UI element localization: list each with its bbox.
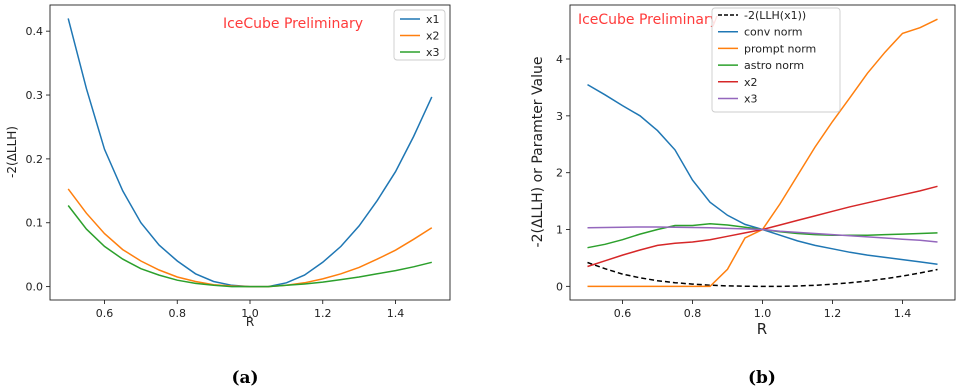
panel-b-chart: 0.6 0.8 1.0 1.2 1.4 0 1 2 3 4 R -2(ΔLLH) or Para… — [530, 4, 956, 388]
panel-a-y-ticks: 0.0 0.1 0.2 0.3 0.4 — [26, 25, 50, 294]
panel-a-x-tick-label: 0.8 — [169, 307, 187, 320]
panel-b-y-axis-label: -2(ΔLLH) or Paramter Value — [530, 57, 546, 248]
panel-a-y-tick-label: 0.1 — [26, 217, 44, 230]
panel-b-legend-label: conv norm — [744, 26, 803, 39]
panel-b-x-axis-label: R — [757, 320, 767, 338]
panel-b-x-tick-label: 0.6 — [614, 307, 632, 320]
panel-b-legend-label: astro norm — [744, 59, 804, 72]
panel-b-x-tick-label: 1.4 — [894, 307, 912, 320]
panel-a-legend-label: x2 — [426, 30, 440, 43]
panel-a-plot-frame — [49, 4, 451, 301]
panel-a-legend-label: x3 — [426, 46, 440, 59]
panel-b-legend-box — [711, 7, 841, 113]
panel-b-x-tick-label: 1.0 — [754, 307, 772, 320]
panel-b-legend-label: -2(LLH(x1)) — [744, 9, 806, 22]
panel-b-series-group — [587, 18, 938, 288]
panel-a-series-line-2 — [67, 188, 433, 288]
panel-b-series-line-6 — [587, 226, 938, 243]
panel-b-y-tick-label: 2 — [556, 167, 563, 180]
panel-b-caption: (b) — [748, 368, 776, 388]
panel-b-x-tick-label: 0.8 — [684, 307, 702, 320]
panel-b-y-tick-label: 4 — [556, 53, 563, 66]
panel-a-watermark: IceCube Preliminary — [223, 16, 363, 32]
panel-a-x-ticks: 0.6 0.8 1.0 1.2 1.4 — [96, 300, 404, 320]
panel-b-legend-label: prompt norm — [744, 42, 816, 55]
panel-a-y-tick-label: 0.3 — [26, 89, 44, 102]
panel-b-y-tick-label: 1 — [556, 224, 563, 237]
panel-a-caption: (a) — [231, 368, 258, 388]
panel-b-watermark: IceCube Preliminary — [578, 12, 718, 28]
panel-a-x-axis-label: R — [246, 315, 254, 329]
panel-b-x-ticks: 0.6 0.8 1.0 1.2 1.4 — [614, 300, 912, 320]
panel-a-y-axis-label: -2(ΔLLH) — [5, 126, 19, 178]
panel-a-y-tick-label: 0.0 — [26, 281, 44, 294]
panel-a-y-tick-label: 0.4 — [26, 25, 44, 38]
panel-a-series-group — [67, 18, 433, 288]
panel-a-x-tick-label: 1.0 — [241, 307, 259, 320]
panel-a-x-tick-label: 1.4 — [387, 307, 405, 320]
panel-b-legend-label: x3 — [744, 93, 758, 106]
panel-a-legend-label: x1 — [426, 13, 440, 26]
panel-b-y-ticks: 0 1 2 3 4 — [556, 53, 570, 293]
panel-b-y-tick-label: 0 — [556, 280, 563, 293]
panel-a-x-tick-label: 1.2 — [314, 307, 332, 320]
panel-b-series-line-1 — [587, 261, 938, 288]
panel-a-series-line-1 — [67, 18, 433, 288]
panel-a-x-tick-label: 0.6 — [96, 307, 114, 320]
panel-b-legend-label: x2 — [744, 76, 758, 89]
panel-a-series-line-3 — [67, 205, 432, 288]
panel-b-y-tick-label: 3 — [556, 110, 563, 123]
panel-a-chart: 0.6 0.8 1.0 1.2 1.4 0.0 0.1 0.2 0.3 0.4 R -2(ΔLL… — [5, 4, 451, 388]
panel-b-legend: -2(LLH(x1)) conv norm prompt norm astro nor… — [711, 7, 841, 113]
panel-a-legend: x1 x2 x3 — [393, 9, 446, 61]
panel-a-y-tick-label: 0.2 — [26, 153, 44, 166]
panel-b-x-tick-label: 1.2 — [824, 307, 842, 320]
